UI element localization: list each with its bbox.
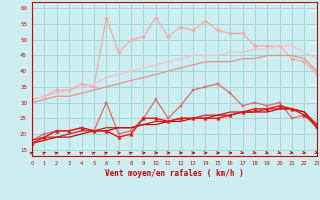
X-axis label: Vent moyen/en rafales ( km/h ): Vent moyen/en rafales ( km/h ) — [105, 169, 244, 178]
